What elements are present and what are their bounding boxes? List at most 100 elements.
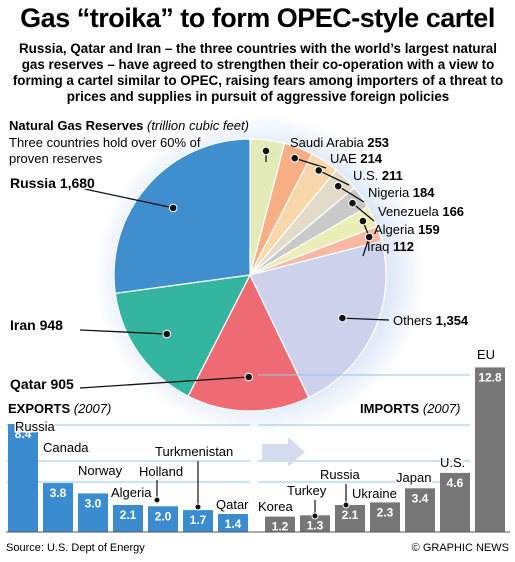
pie-label-value: 214 [360,151,382,166]
imports-value-korea: 1.2 [272,520,289,534]
page-title: Gas “troika” to form OPEC-style cartel [20,3,495,33]
pie-label-value: 166 [442,204,464,219]
imports-bar-japan [405,488,435,532]
leader-line-iran [79,329,167,335]
leader-dot-venezuela [348,198,357,208]
pie-label-qatar: Qatar 905 [10,376,74,392]
reserves-unit: (trillion cubic feet) [147,118,249,133]
exports-bar-holland [148,506,178,532]
leader-dot-russia [168,203,178,213]
imports-heading-label: IMPORTS [360,401,420,416]
imports-label-u-s: U.S. [440,455,465,470]
pie-label-venezuela: Venezuela 166 [378,204,464,219]
exports-label-qatar: Qatar [216,497,249,512]
pie-label-russia: Russia 1,680 [10,175,95,191]
pie-label-name: Nigeria [368,185,413,200]
leader-line-nigeria [337,185,365,203]
exports-value-russia: 8.4 [15,427,32,441]
imports-heading: IMPORTS (2007) [360,401,460,416]
exports-label-algeria: Algeria [111,485,152,500]
pie-slice-russia [113,138,251,295]
exports-bar-canada [43,483,73,532]
exports-value-holland: 2.0 [155,509,172,523]
pie-label-nigeria: Nigeria 184 [368,185,435,200]
pie-label-name: Qatar [10,376,50,392]
imports-bar-korea [265,516,295,532]
leader-line-russia [79,187,174,209]
pie-label-name: Iraq [367,239,393,254]
source-note: Source: U.S. Dept of Energy [6,542,145,554]
pie-label-name: U.S. [353,168,382,183]
leader-dot-saudi-arabia [261,146,271,156]
pie-label-value: 905 [50,376,74,392]
page-subtitle: Russia, Qatar and Iran – the three count… [12,41,504,104]
exports-heading-year: (2007) [73,401,112,416]
pie-label-name: Russia [10,175,60,191]
pie-label-name: Iran [10,317,40,333]
exports-label-canada: Canada [43,440,89,455]
imports-value-u-s: 4.6 [447,476,464,490]
imports-value-eu: 12.8 [478,370,502,384]
imports-label-russia: Russia [320,467,361,482]
pie-label-value: 253 [367,135,389,150]
exports-label-norway: Norway [78,463,123,478]
pie-slice-qatar [187,273,310,412]
pie-label-algeria: Algeria 159 [374,222,440,237]
leader-dot-iraq [364,232,374,242]
pie-label-iran: Iran 948 [10,317,63,333]
pie-label-value: 184 [413,185,435,200]
imports-heading-year: (2007) [422,401,461,416]
exports-value-canada: 3.8 [50,486,67,500]
imports-leader-dot-russia [342,501,350,509]
leader-dot-nigeria [333,181,343,191]
pie-label-others: Others 1,354 [393,313,469,328]
imports-label-eu: EU [477,347,495,362]
leader-dot-others [338,313,347,323]
imports-bar-u-s [440,472,470,532]
pie-label-value: 112 [393,239,414,254]
exports-leader-dot-turkmenistan [194,503,202,511]
imports-bar-ukraine [370,502,400,532]
exports-value-algeria: 2.1 [120,508,137,522]
pie-slice-iran [114,274,252,397]
leader-line-uae [294,157,327,169]
exports-value-qatar: 1.4 [225,517,242,531]
imports-value-ukraine: 2.3 [377,505,394,519]
exports-heading-label: EXPORTS [8,401,71,416]
exports-bar-qatar [218,514,248,532]
imports-value-turkey: 1.3 [307,518,324,532]
imports-value-russia: 2.1 [342,508,359,522]
leader-line-qatar [79,376,249,389]
exports-bar-russia [8,424,38,532]
leader-dot-algeria [358,216,368,226]
pie-label-name: Algeria [374,222,418,237]
reserves-title: Natural Gas Reserves [9,118,144,133]
exports-bar-turkmenistan [183,510,213,532]
reserves-pie [113,138,387,412]
leader-line-u-s [318,169,350,186]
pie-label-value: 948 [40,317,64,333]
imports-value-japan: 3.4 [412,491,429,505]
exports-label-holland: Holland [139,464,183,479]
leader-dot-qatar [244,372,253,382]
exports-heading: EXPORTS (2007) [8,401,111,416]
leader-dot-u-s [314,166,324,175]
imports-bar-eu [475,367,505,532]
pie-slice-others [249,240,387,399]
leader-line-venezuela [352,202,375,222]
exports-value-norway: 3.0 [85,496,102,510]
exports-leader-dot-holland [153,496,161,504]
exports-label-russia: Russia [15,419,56,434]
imports-bar-turkey [300,515,330,532]
exports-bar-norway [78,493,108,532]
exports-bar-algeria [113,505,143,532]
trade-bars: 8.4Russia3.8Canada3.0Norway2.1Algeria2.0… [6,346,510,534]
pie-label-name: Saudi Arabia [290,135,367,150]
pie-label-iraq: Iraq 112 [367,239,414,254]
credit-note: © GRAPHIC NEWS [411,542,509,554]
pie-label-value: 211 [382,168,403,183]
leader-line-others [342,317,390,321]
transfer-arrow-icon [262,437,305,467]
reserves-heading: Natural Gas Reserves (trillion cubic fee… [9,118,249,133]
